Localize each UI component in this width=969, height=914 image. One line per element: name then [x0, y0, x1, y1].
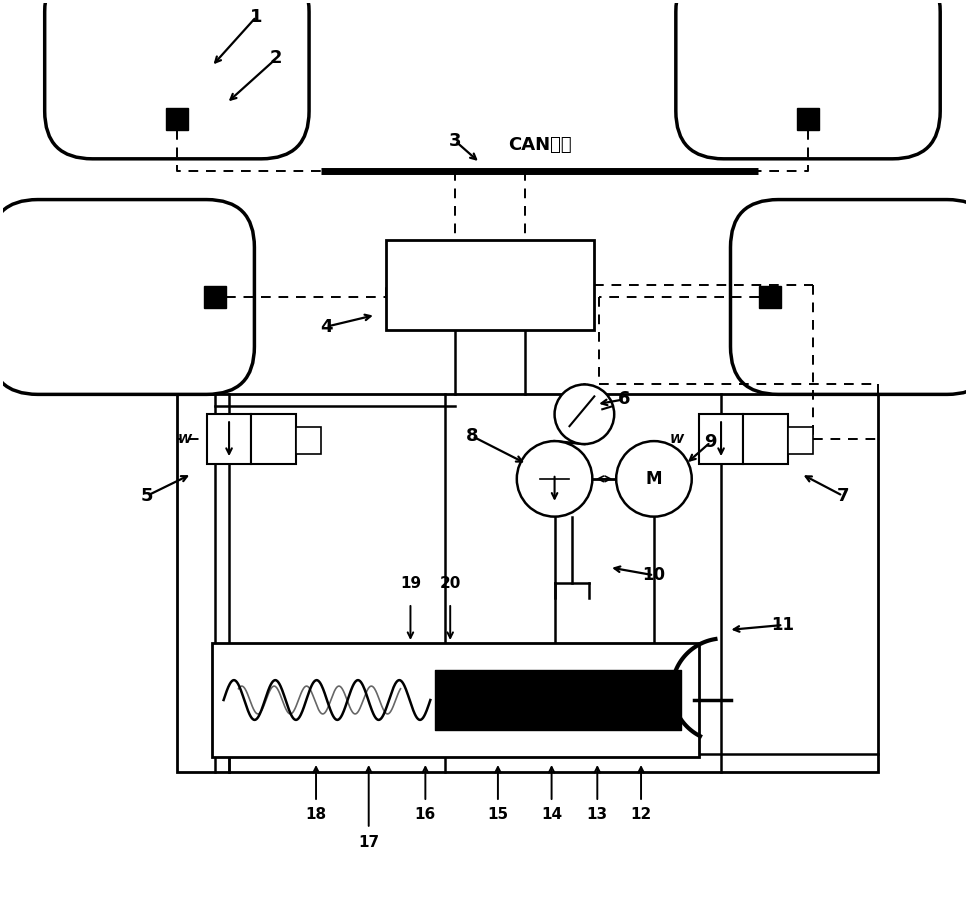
Text: 14: 14	[541, 807, 562, 822]
Bar	[251, 414, 297, 464]
Text: ABS路感和行程: ABS路感和行程	[453, 263, 526, 277]
Bar	[788, 427, 813, 454]
Text: CAN总线: CAN总线	[508, 136, 572, 154]
Text: 模拟耦合控制器: 模拟耦合控制器	[460, 298, 519, 312]
FancyBboxPatch shape	[675, 0, 940, 159]
Text: 11: 11	[771, 616, 795, 634]
Text: 4: 4	[320, 318, 332, 335]
Bar	[699, 414, 743, 464]
FancyBboxPatch shape	[0, 199, 255, 394]
Text: M: M	[645, 470, 662, 488]
Text: 18: 18	[305, 807, 327, 822]
Text: 15: 15	[487, 807, 509, 822]
Text: 9: 9	[704, 433, 717, 452]
Text: 5: 5	[141, 487, 153, 505]
Text: 2: 2	[270, 49, 283, 68]
Text: 8: 8	[466, 427, 479, 445]
Text: W: W	[178, 432, 192, 446]
Circle shape	[554, 385, 614, 444]
FancyBboxPatch shape	[731, 199, 969, 394]
FancyBboxPatch shape	[45, 0, 309, 159]
Circle shape	[516, 441, 592, 516]
Bar	[386, 240, 594, 330]
Bar	[177, 394, 878, 772]
Text: 13: 13	[587, 807, 608, 822]
Text: 10: 10	[642, 567, 666, 584]
Bar	[211, 643, 699, 757]
Text: W: W	[670, 432, 684, 446]
Text: 16: 16	[415, 807, 436, 822]
Bar	[743, 414, 788, 464]
Bar	[203, 286, 226, 308]
Text: 12: 12	[631, 807, 652, 822]
Text: 17: 17	[359, 834, 379, 850]
Bar	[206, 414, 251, 464]
Text: 6: 6	[618, 390, 631, 409]
Bar	[297, 427, 321, 454]
Text: 7: 7	[836, 487, 849, 505]
Bar	[166, 108, 188, 130]
Text: 20: 20	[440, 576, 461, 591]
Bar	[760, 286, 781, 308]
Text: 3: 3	[449, 132, 461, 150]
Circle shape	[616, 441, 692, 516]
Text: 19: 19	[400, 576, 421, 591]
Text: 1: 1	[250, 7, 263, 26]
Bar	[797, 108, 819, 130]
